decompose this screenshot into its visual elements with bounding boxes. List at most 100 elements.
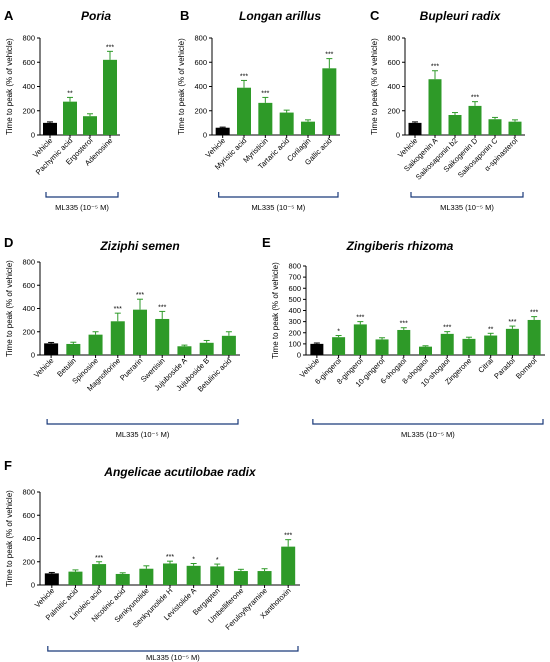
significance-marker: *** [158,304,166,311]
bar-betulin [66,343,81,355]
panel-letter: D [4,235,13,250]
y-tick-label: 600 [22,511,35,520]
bar-8-gingerol [353,324,367,355]
bar-adenosine [103,59,117,136]
treatment-bracket [46,419,239,425]
panel-title: Longan arillus [239,9,321,23]
panel-title: Ziziphi semen [99,239,179,253]
panel-E: E Zingiberis rhizoma 0 100 200 300 400 500 600 70… [262,235,545,439]
y-tick-label: 0 [31,351,35,360]
y-tick-label: 400 [22,534,35,543]
bar-vehicle [43,122,57,135]
panel-title: Angelicae acutilobae radix [103,465,257,479]
significance-marker: *** [508,319,516,326]
bar-puerarin [133,309,147,355]
bar-feruloyltyramine [257,571,272,585]
significance-marker: ** [488,326,494,333]
bar-umbelliferone [233,571,248,585]
y-tick-label: 700 [288,273,301,282]
treatment-label: ML335 (10⁻⁵ M) [440,203,494,212]
bar-corilagin [301,121,315,135]
bar-linoleic-acid [92,564,107,585]
bar-vehicle [44,343,59,355]
y-tick-label: 400 [288,306,301,315]
bar-gallic-acid [322,68,337,135]
bar--spinasterol [508,121,522,135]
bar-zingerone [462,338,476,355]
panel-letter: F [4,458,12,473]
y-tick-label: 0 [396,131,400,140]
y-tick-label: 500 [288,295,301,304]
bar-tartaric-acid [279,112,294,135]
y-axis-label: Time to peak (% of vehicle) [5,38,14,135]
bar-vehicle [44,573,59,585]
bar-ergosterol [83,116,97,135]
y-tick-label: 600 [22,58,35,67]
category-label: Borneol [514,356,539,381]
y-tick-label: 0 [31,131,35,140]
bar-saikogenin-d [468,105,482,135]
bar-pachymic-acid [63,101,77,135]
bar-saikosaponin-c [488,119,502,135]
y-tick-label: 200 [194,106,207,115]
panel-letter: C [370,8,380,23]
y-tick-label: 200 [22,327,35,336]
y-tick-label: 400 [22,304,35,313]
significance-marker: *** [356,315,364,322]
significance-marker: *** [443,325,451,332]
y-axis-label: Time to peak (% of vehicle) [177,38,186,135]
significance-marker: *** [284,533,292,540]
significance-marker: *** [261,90,269,97]
bar-10-shogaol [440,333,454,355]
significance-marker: ** [67,90,73,97]
panel-letter: E [262,235,271,250]
category-label: Paradol [492,356,517,381]
panel-D: D Ziziphi semen 0 200 400 600 800 Time to peak … [4,235,240,439]
y-tick-label: 400 [387,82,400,91]
y-tick-label: 600 [387,58,400,67]
treatment-bracket [218,192,339,198]
panel-title: Poria [81,9,111,23]
y-tick-label: 100 [288,339,301,348]
treatment-bracket [410,192,524,198]
y-tick-label: 800 [194,34,207,43]
y-axis-label: Time to peak (% of vehicle) [5,260,14,357]
panel-A: A Poria 0 200 400 600 800 Time to peak (% of ve… [4,8,120,212]
significance-marker: *** [431,64,439,71]
treatment-label: ML335 (10⁻⁵ M) [116,430,170,439]
y-tick-label: 300 [288,317,301,326]
bar-swertisin [155,318,170,355]
y-tick-label: 200 [22,557,35,566]
y-axis-label: Time to peak (% of vehicle) [5,490,14,587]
significance-marker: *** [400,321,408,328]
bar-magnoflorine [110,321,125,355]
treatment-bracket [45,192,119,198]
bar-senkyunolide-h [163,563,177,585]
bar-6-gingerol [332,337,346,355]
significance-marker: *** [240,73,248,80]
significance-marker: *** [530,310,538,317]
y-tick-label: 800 [288,262,301,271]
y-tick-label: 0 [31,581,35,590]
y-tick-label: 800 [22,258,35,267]
y-tick-label: 400 [22,82,35,91]
y-tick-label: 0 [203,131,207,140]
bar-saikosaponin-b2 [448,114,462,135]
bar-xanthotoxin [281,546,296,585]
panel-title: Zingiberis rhizoma [346,239,454,253]
bar-jujuboside-b [199,342,214,355]
y-tick-label: 0 [297,351,301,360]
y-tick-label: 200 [22,106,35,115]
bar-bergapten [210,566,225,585]
significance-marker: *** [471,95,479,102]
panel-F: F Angelicae acutilobae radix 0 200 400 600 800… [4,458,300,662]
treatment-label: ML335 (10⁻⁵ M) [251,203,305,212]
y-tick-label: 600 [194,58,207,67]
significance-marker: * [192,556,195,563]
bar-betulinic-acid [221,335,236,355]
bar-levistolide-a [186,565,201,585]
y-tick-label: 600 [22,281,35,290]
panel-letter: B [180,8,189,23]
panel-C: C Bupleuri radix 0 200 400 600 800 Time to peak… [370,8,525,212]
treatment-bracket [312,419,544,425]
